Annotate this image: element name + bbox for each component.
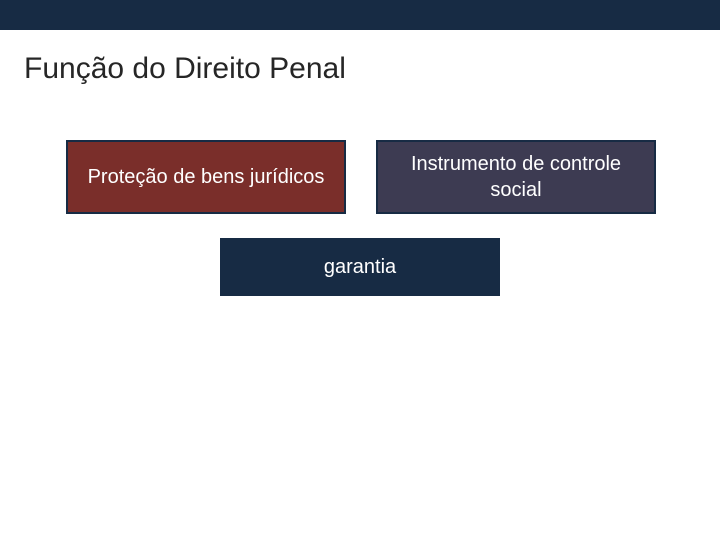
box-protecao-label: Proteção de bens jurídicos [88,164,325,190]
box-instrumento: Instrumento de controle social [376,140,656,214]
box-protecao: Proteção de bens jurídicos [66,140,346,214]
top-bar [0,0,720,30]
box-garantia: garantia [220,238,500,296]
box-garantia-label: garantia [324,254,396,280]
slide-title: Função do Direito Penal [24,52,346,86]
box-instrumento-label: Instrumento de controle social [390,151,642,203]
